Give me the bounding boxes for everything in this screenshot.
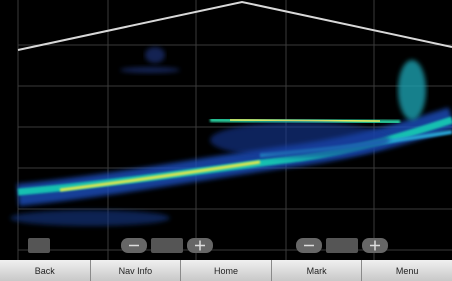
range-level <box>326 238 358 253</box>
nav-info-button[interactable]: Nav Info <box>90 260 181 281</box>
sonar-screen: Back Nav Info Home Mark Menu <box>0 0 452 281</box>
mark-button[interactable]: Mark <box>271 260 362 281</box>
back-button[interactable]: Back <box>0 260 90 281</box>
home-button[interactable]: Home <box>180 260 271 281</box>
zoom-level <box>151 238 183 253</box>
menu-button[interactable]: Menu <box>361 260 452 281</box>
sonar-display <box>0 0 452 260</box>
toggle-button[interactable] <box>28 238 50 253</box>
toolbar: Back Nav Info Home Mark Menu <box>0 260 452 281</box>
